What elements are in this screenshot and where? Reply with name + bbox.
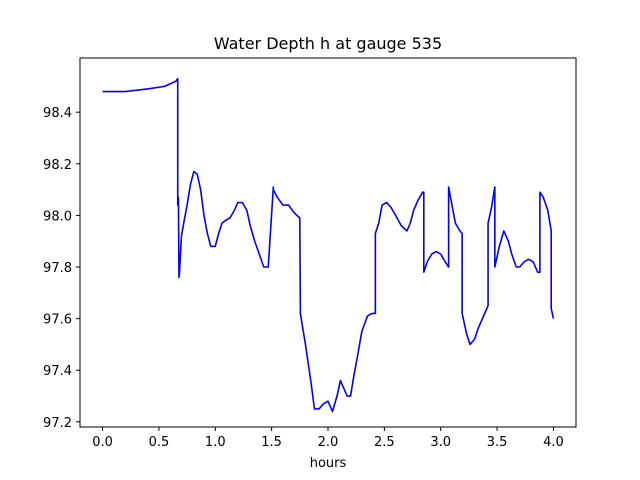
chart-title: Water Depth h at gauge 535 (214, 34, 442, 53)
x-tick-label: 4.0 (543, 435, 564, 450)
y-axis: 97.2 97.4 97.6 97.8 98.0 98.2 98.4 (43, 106, 80, 431)
x-tick-label: 2.5 (374, 435, 395, 450)
y-tick-label: 97.6 (43, 313, 72, 328)
y-tick-label: 97.8 (43, 261, 72, 276)
x-axis: 0.0 0.5 1.0 1.5 2.0 2.5 3.0 3.5 4.0 (92, 427, 564, 450)
x-tick-label: 3.5 (487, 435, 508, 450)
x-tick-label: 3.0 (430, 435, 451, 450)
series-layer (102, 77, 555, 413)
x-axis-label: hours (310, 456, 347, 471)
x-tick-label: 0.5 (149, 435, 170, 450)
x-tick-label: 1.5 (261, 435, 282, 450)
x-tick-label: 0.0 (92, 435, 113, 450)
x-tick-label: 1.0 (205, 435, 226, 450)
y-tick-label: 98.2 (43, 158, 72, 173)
y-tick-label: 97.2 (43, 416, 72, 431)
y-tick-label: 98.4 (43, 106, 72, 121)
y-tick-label: 98.0 (43, 209, 72, 224)
y-tick-label: 97.4 (43, 364, 72, 379)
series-line (102, 77, 555, 413)
x-tick-label: 2.0 (318, 435, 339, 450)
